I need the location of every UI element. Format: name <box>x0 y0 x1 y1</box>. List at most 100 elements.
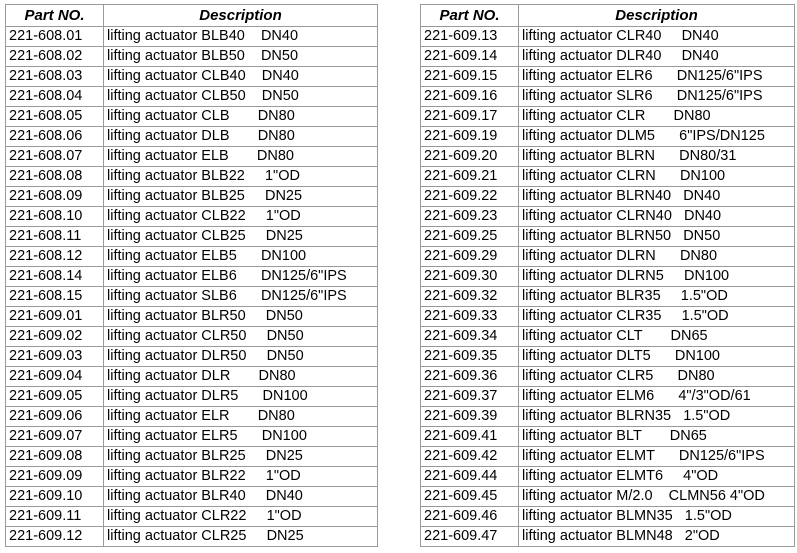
description-cell: lifting actuator BLB40 DN40 <box>103 26 378 47</box>
header-row: Part NO. Description <box>5 4 378 27</box>
part-number-cell: 221-609.02 <box>5 326 104 347</box>
table-row: 221-609.02 lifting actuator CLR50 DN50 <box>5 326 378 347</box>
table-row: 221-609.23 lifting actuator CLRN40 DN40 <box>420 206 795 227</box>
part-number-cell: 221-609.10 <box>5 486 104 507</box>
table-row: 221-609.15 lifting actuator ELR6 DN125/6"… <box>420 66 795 87</box>
table-row: 221-609.14 lifting actuator DLR40 DN40 <box>420 46 795 67</box>
description-cell: lifting actuator DLR40 DN40 <box>518 46 795 67</box>
description-cell: lifting actuator BLR40 DN40 <box>103 486 378 507</box>
parts-table-right: Part NO. Description 221-609.13 lifting a… <box>420 4 795 547</box>
description-cell: lifting actuator BLMN48 2"OD <box>518 526 795 547</box>
table-row: 221-608.09 lifting actuator BLB25 DN25 <box>5 186 378 207</box>
part-number-cell: 221-609.21 <box>420 166 519 187</box>
table-row: 221-609.22 lifting actuator BLRN40 DN40 <box>420 186 795 207</box>
description-cell: lifting actuator ELB5 DN100 <box>103 246 378 267</box>
description-cell: lifting actuator CLRN DN100 <box>518 166 795 187</box>
description-header: Description <box>518 4 795 27</box>
part-number-cell: 221-609.46 <box>420 506 519 527</box>
table-row: 221-609.37 lifting actuator ELM6 4"/3"OD/… <box>420 386 795 407</box>
description-cell: lifting actuator CLR35 1.5"OD <box>518 306 795 327</box>
table-row: 221-609.20 lifting actuator BLRN DN80/31 <box>420 146 795 167</box>
description-cell: lifting actuator ELB6 DN125/6"IPS <box>103 266 378 287</box>
description-cell: lifting actuator ELB DN80 <box>103 146 378 167</box>
part-number-cell: 221-609.06 <box>5 406 104 427</box>
part-number-cell: 221-609.34 <box>420 326 519 347</box>
description-cell: lifting actuator DLR5 DN100 <box>103 386 378 407</box>
table-row: 221-609.47 lifting actuator BLMN48 2"OD <box>420 526 795 547</box>
table-row: 221-609.25 lifting actuator BLRN50 DN50 <box>420 226 795 247</box>
part-number-cell: 221-608.06 <box>5 126 104 147</box>
table-row: 221-608.04 lifting actuator CLB50 DN50 <box>5 86 378 107</box>
table-row: 221-609.30 lifting actuator DLRN5 DN100 <box>420 266 795 287</box>
part-number-cell: 221-609.39 <box>420 406 519 427</box>
table-row: 221-609.08 lifting actuator BLR25 DN25 <box>5 446 378 467</box>
description-cell: lifting actuator CLR40 DN40 <box>518 26 795 47</box>
part-number-cell: 221-609.20 <box>420 146 519 167</box>
table-row: 221-608.03 lifting actuator CLB40 DN40 <box>5 66 378 87</box>
table-row: 221-609.35 lifting actuator DLT5 DN100 <box>420 346 795 367</box>
part-number-cell: 221-609.33 <box>420 306 519 327</box>
description-cell: lifting actuator CLB50 DN50 <box>103 86 378 107</box>
part-number-cell: 221-609.37 <box>420 386 519 407</box>
part-number-cell: 221-608.05 <box>5 106 104 127</box>
description-cell: lifting actuator CLB22 1"OD <box>103 206 378 227</box>
table-row: 221-609.03 lifting actuator DLR50 DN50 <box>5 346 378 367</box>
description-cell: lifting actuator BLRN50 DN50 <box>518 226 795 247</box>
description-cell: lifting actuator SLB6 DN125/6"IPS <box>103 286 378 307</box>
description-cell: lifting actuator DLT5 DN100 <box>518 346 795 367</box>
part-number-cell: 221-609.25 <box>420 226 519 247</box>
description-cell: lifting actuator BLRN35 1.5"OD <box>518 406 795 427</box>
part-number-cell: 221-608.04 <box>5 86 104 107</box>
description-cell: lifting actuator CLR22 1"OD <box>103 506 378 527</box>
table-row: 221-609.44 lifting actuator ELMT6 4"OD <box>420 466 795 487</box>
description-cell: lifting actuator CLB25 DN25 <box>103 226 378 247</box>
table-row: 221-609.19 lifting actuator DLM5 6"IPS/DN… <box>420 126 795 147</box>
parts-table-left: Part NO. Description 221-608.01 lifting a… <box>5 4 378 547</box>
table-row: 221-609.29 lifting actuator DLRN DN80 <box>420 246 795 267</box>
table-row: 221-608.06 lifting actuator DLB DN80 <box>5 126 378 147</box>
part-number-cell: 221-608.08 <box>5 166 104 187</box>
part-number-cell: 221-609.17 <box>420 106 519 127</box>
part-number-cell: 221-608.07 <box>5 146 104 167</box>
part-number-cell: 221-609.05 <box>5 386 104 407</box>
table-row: 221-609.32 lifting actuator BLR35 1.5"OD <box>420 286 795 307</box>
description-cell: lifting actuator CLR5 DN80 <box>518 366 795 387</box>
part-number-cell: 221-609.42 <box>420 446 519 467</box>
part-number-cell: 221-608.12 <box>5 246 104 267</box>
part-number-cell: 221-608.10 <box>5 206 104 227</box>
table-row: 221-609.06 lifting actuator ELR DN80 <box>5 406 378 427</box>
part-number-cell: 221-609.03 <box>5 346 104 367</box>
part-number-cell: 221-609.44 <box>420 466 519 487</box>
description-cell: lifting actuator ELMT DN125/6"IPS <box>518 446 795 467</box>
table-row: 221-609.34 lifting actuator CLT DN65 <box>420 326 795 347</box>
table-row: 221-609.12 lifting actuator CLR25 DN25 <box>5 526 378 547</box>
part-number-cell: 221-608.11 <box>5 226 104 247</box>
part-number-cell: 221-609.07 <box>5 426 104 447</box>
description-cell: lifting actuator ELM6 4"/3"OD/61 <box>518 386 795 407</box>
description-cell: lifting actuator CLR50 DN50 <box>103 326 378 347</box>
table-row: 221-608.11 lifting actuator CLB25 DN25 <box>5 226 378 247</box>
description-cell: lifting actuator DLRN5 DN100 <box>518 266 795 287</box>
part-number-cell: 221-608.03 <box>5 66 104 87</box>
description-cell: lifting actuator CLR DN80 <box>518 106 795 127</box>
description-cell: lifting actuator ELR6 DN125/6"IPS <box>518 66 795 87</box>
part-number-cell: 221-609.04 <box>5 366 104 387</box>
description-cell: lifting actuator BLRN DN80/31 <box>518 146 795 167</box>
description-cell: lifting actuator CLT DN65 <box>518 326 795 347</box>
part-number-cell: 221-609.16 <box>420 86 519 107</box>
table-row: 221-609.13 lifting actuator CLR40 DN40 <box>420 26 795 47</box>
table-row: 221-608.01 lifting actuator BLB40 DN40 <box>5 26 378 47</box>
description-cell: lifting actuator BLB50 DN50 <box>103 46 378 67</box>
table-row: 221-608.07 lifting actuator ELB DN80 <box>5 146 378 167</box>
table-row: 221-609.45 lifting actuator M/2.0 CLMN56 … <box>420 486 795 507</box>
part-number-cell: 221-609.29 <box>420 246 519 267</box>
description-cell: lifting actuator ELR5 DN100 <box>103 426 378 447</box>
description-cell: lifting actuator BLR35 1.5"OD <box>518 286 795 307</box>
part-number-cell: 221-609.36 <box>420 366 519 387</box>
part-number-cell: 221-609.01 <box>5 306 104 327</box>
part-number-cell: 221-609.41 <box>420 426 519 447</box>
table-row: 221-609.46 lifting actuator BLMN35 1.5"OD <box>420 506 795 527</box>
description-cell: lifting actuator DLM5 6"IPS/DN125 <box>518 126 795 147</box>
table-row: 221-608.10 lifting actuator CLB22 1"OD <box>5 206 378 227</box>
part-number-cell: 221-608.09 <box>5 186 104 207</box>
